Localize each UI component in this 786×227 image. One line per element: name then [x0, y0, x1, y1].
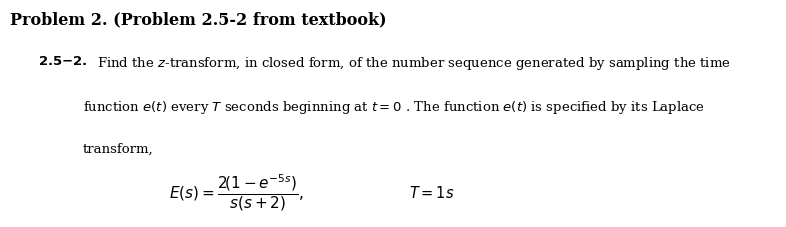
Text: transform,: transform, — [83, 142, 153, 155]
Text: $E(s) = \dfrac{2\!\left(1 - e^{-5s}\right)}{s(s+2)},$: $E(s) = \dfrac{2\!\left(1 - e^{-5s}\righ… — [169, 172, 304, 212]
Text: $\mathbf{2.5\mathbf{-}2.}$: $\mathbf{2.5\mathbf{-}2.}$ — [38, 54, 87, 67]
Text: Find the $z$-transform, in closed form, of the number sequence generated by samp: Find the $z$-transform, in closed form, … — [97, 54, 730, 72]
Text: $T = 1s$: $T = 1s$ — [409, 184, 454, 200]
Text: Problem 2. (Problem 2.5-2 from textbook): Problem 2. (Problem 2.5-2 from textbook) — [10, 11, 387, 28]
Text: function $e(t)$ every $T$ seconds beginning at $t = 0$ . The function $e(t)$ is : function $e(t)$ every $T$ seconds beginn… — [83, 99, 704, 116]
